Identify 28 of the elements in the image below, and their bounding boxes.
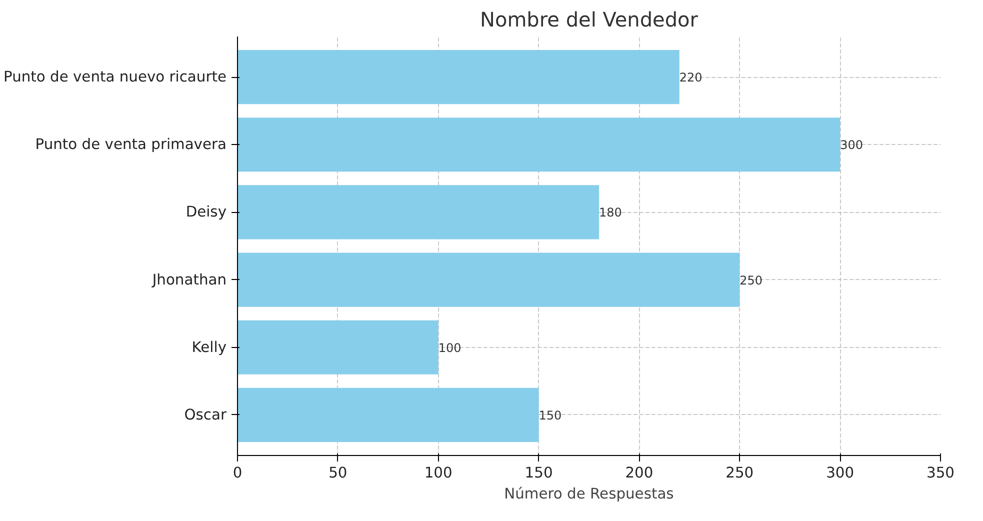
x-axis-title: Número de Respuestas: [504, 486, 674, 502]
data-label: 300: [840, 138, 863, 152]
x-tick-label: 150: [524, 464, 553, 482]
bar: [238, 118, 840, 172]
x-tick-label: 50: [328, 464, 348, 482]
data-label: 220: [679, 70, 702, 85]
bar: [238, 252, 740, 307]
bar: [238, 50, 680, 104]
x-tick-label: 100: [424, 464, 452, 482]
chart-title: Nombre del Vendedor: [480, 8, 699, 32]
bar: [238, 320, 438, 374]
data-label: 180: [599, 206, 622, 220]
x-tick-label: 300: [826, 464, 854, 482]
y-tick-label: Deisy: [186, 204, 227, 221]
x-tick-label: 200: [625, 464, 654, 482]
data-label: 100: [438, 340, 462, 355]
bar: [238, 185, 600, 240]
data-label: 250: [740, 273, 763, 288]
data-label: 150: [538, 408, 562, 422]
y-tick-label: Punto de venta primavera: [35, 136, 226, 154]
y-tick-label: Punto de venta nuevo ricaurte: [4, 68, 227, 86]
y-tick-label: Kelly: [192, 338, 227, 356]
y-tick-label: Oscar: [184, 406, 228, 424]
x-tick-label: 350: [926, 464, 954, 482]
x-tick-label: 250: [726, 464, 754, 482]
bar: [238, 388, 539, 442]
y-tick-label: Jhonathan: [151, 271, 226, 288]
x-tick-label: 0: [232, 464, 242, 482]
